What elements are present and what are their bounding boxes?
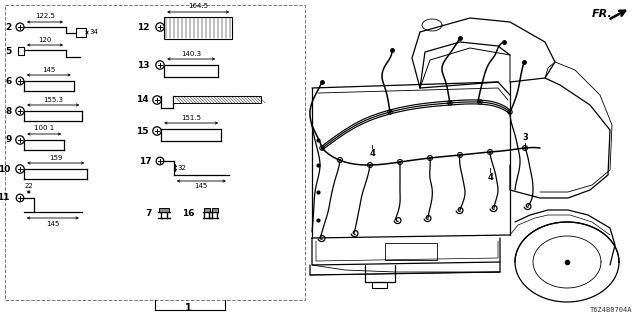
Text: 9: 9 <box>6 135 12 145</box>
Circle shape <box>479 101 481 103</box>
Text: 145: 145 <box>46 220 60 227</box>
Bar <box>164 17 232 39</box>
Text: 159: 159 <box>49 155 62 161</box>
Text: FR.: FR. <box>592 9 612 19</box>
Text: T6Z4B0704A: T6Z4B0704A <box>589 307 632 313</box>
Text: 2: 2 <box>6 22 12 31</box>
Text: 145: 145 <box>42 67 56 73</box>
Text: 4: 4 <box>487 173 493 182</box>
Text: 12: 12 <box>138 22 150 31</box>
Text: 11: 11 <box>0 194 10 203</box>
Text: 5: 5 <box>6 47 12 57</box>
Text: 15: 15 <box>136 126 149 135</box>
Text: 22: 22 <box>24 183 33 189</box>
Circle shape <box>321 147 323 149</box>
Circle shape <box>489 151 492 153</box>
Bar <box>18 47 24 55</box>
Text: 8: 8 <box>6 107 12 116</box>
Text: 14: 14 <box>136 95 149 105</box>
Text: 120: 120 <box>38 36 52 43</box>
Text: 32: 32 <box>177 165 186 171</box>
Circle shape <box>369 164 371 166</box>
Text: 145: 145 <box>195 183 208 189</box>
Bar <box>159 208 169 212</box>
Text: 140.3: 140.3 <box>181 51 201 57</box>
Text: 10: 10 <box>0 164 10 173</box>
Text: 122.5: 122.5 <box>35 13 55 20</box>
Circle shape <box>339 159 341 161</box>
Text: 164.5: 164.5 <box>188 4 208 10</box>
Bar <box>211 208 218 212</box>
Circle shape <box>524 147 526 149</box>
Bar <box>204 208 209 212</box>
Bar <box>372 282 387 288</box>
Bar <box>76 28 86 37</box>
Bar <box>385 243 437 260</box>
Text: 17: 17 <box>140 156 152 165</box>
Text: 4: 4 <box>369 148 375 157</box>
Bar <box>5 5 305 300</box>
Text: 7: 7 <box>146 210 152 219</box>
Text: 3: 3 <box>522 133 528 142</box>
Text: 16: 16 <box>182 210 195 219</box>
Bar <box>173 96 261 103</box>
Circle shape <box>429 157 431 159</box>
Text: 13: 13 <box>138 60 150 69</box>
Circle shape <box>509 111 511 113</box>
Circle shape <box>388 111 391 113</box>
Circle shape <box>399 161 401 163</box>
Text: 34: 34 <box>89 29 98 36</box>
Text: 1: 1 <box>184 303 191 313</box>
Text: 151.5: 151.5 <box>181 115 201 121</box>
Circle shape <box>459 154 461 156</box>
Text: 155.3: 155.3 <box>44 97 63 102</box>
Text: 100 1: 100 1 <box>34 125 54 132</box>
Circle shape <box>449 102 451 104</box>
Text: 6: 6 <box>6 76 12 85</box>
